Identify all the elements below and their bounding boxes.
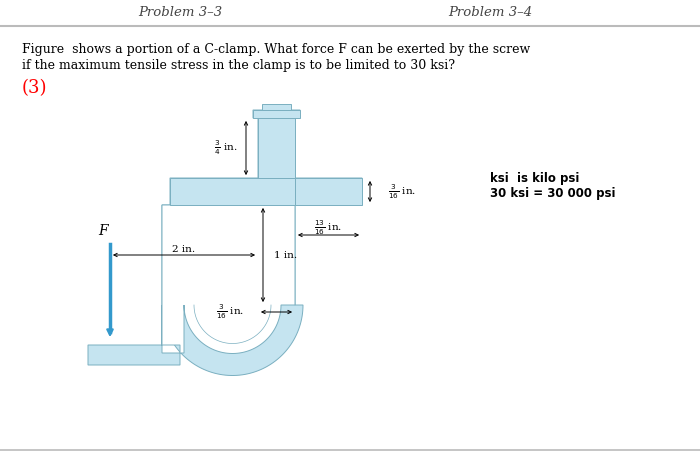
Text: ksi  is kilo psi: ksi is kilo psi: [490, 172, 580, 185]
Polygon shape: [162, 205, 295, 353]
Polygon shape: [88, 110, 362, 375]
Text: $\frac{3}{4}$ in.: $\frac{3}{4}$ in.: [214, 139, 238, 157]
Text: (3): (3): [22, 79, 48, 97]
Text: $\frac{3}{16}$ in.: $\frac{3}{16}$ in.: [388, 182, 416, 201]
Text: 2 in.: 2 in.: [172, 245, 195, 253]
Text: Figure  shows a portion of a C-clamp. What force F can be exerted by the screw: Figure shows a portion of a C-clamp. Wha…: [22, 44, 531, 57]
Polygon shape: [258, 118, 295, 178]
Text: $\frac{3}{16}$ in.: $\frac{3}{16}$ in.: [216, 303, 244, 321]
Text: F: F: [98, 224, 108, 238]
Text: if the maximum tensile stress in the clamp is to be limited to 30 ksi?: if the maximum tensile stress in the cla…: [22, 59, 455, 72]
Polygon shape: [262, 104, 291, 110]
Polygon shape: [170, 178, 295, 205]
Polygon shape: [295, 178, 362, 205]
Text: Problem 3–4: Problem 3–4: [448, 7, 532, 20]
Polygon shape: [253, 110, 300, 118]
Text: 1 in.: 1 in.: [274, 251, 298, 259]
Text: 30 ksi = 30 000 psi: 30 ksi = 30 000 psi: [490, 186, 615, 199]
Text: $\frac{13}{16}$ in.: $\frac{13}{16}$ in.: [314, 219, 342, 237]
Text: Problem 3–3: Problem 3–3: [138, 7, 222, 20]
